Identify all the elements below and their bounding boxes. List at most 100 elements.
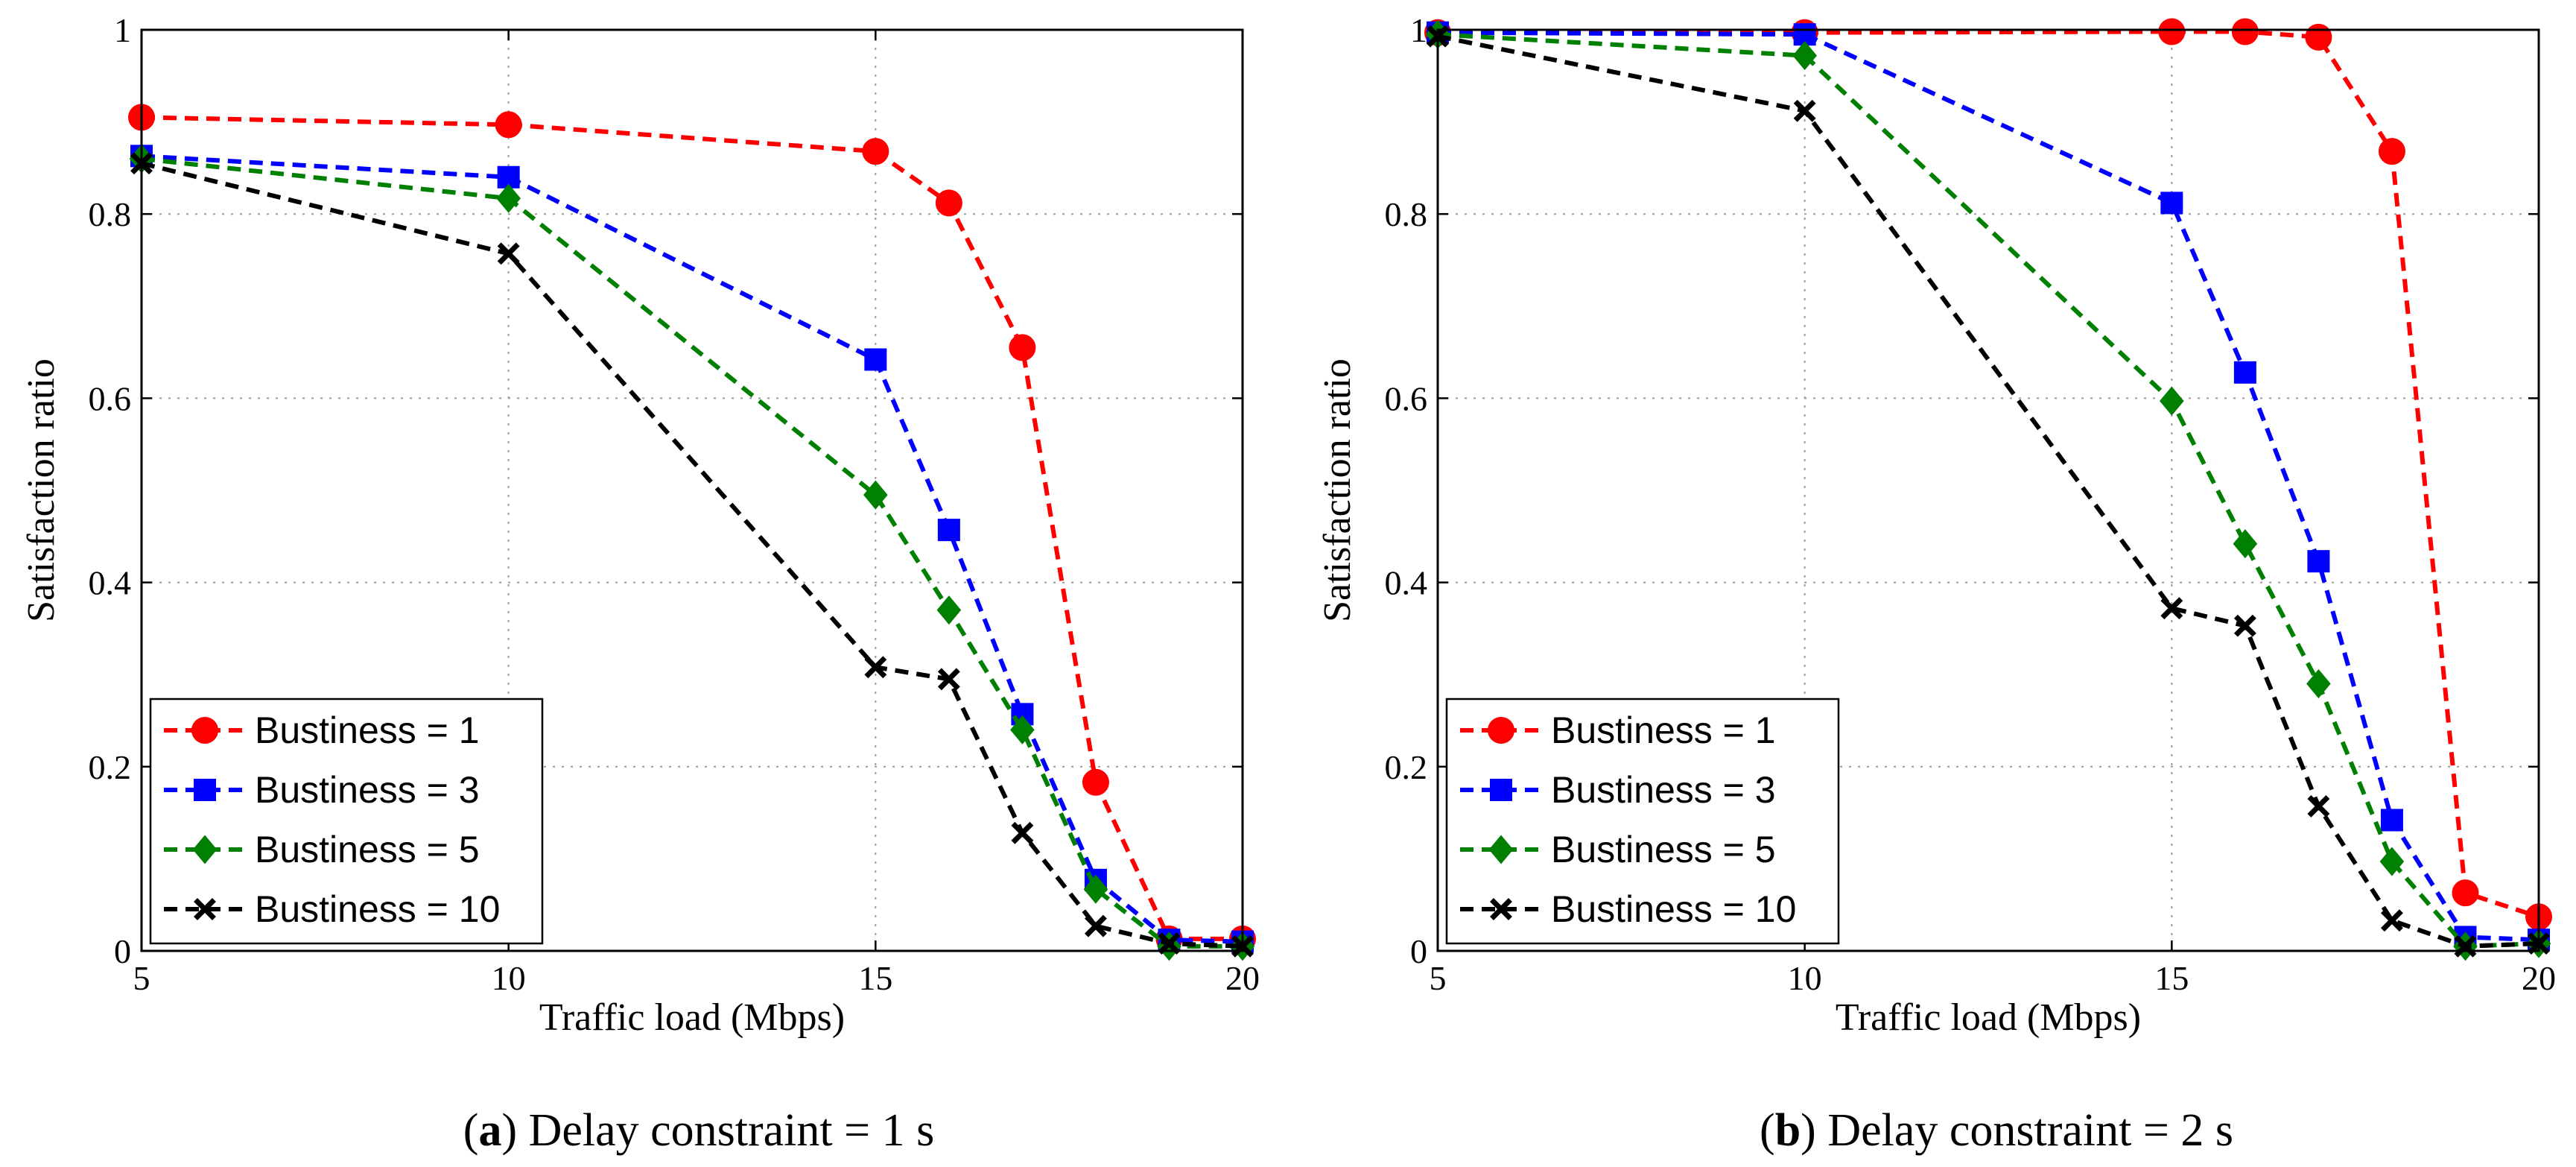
caption-paren: ( [1760, 1105, 1775, 1156]
caption-text: Delay constraint = 1 s [529, 1105, 935, 1156]
y-tick-label: 0.2 [89, 748, 132, 786]
data-point [862, 138, 889, 165]
series-line [141, 156, 1243, 949]
legend-label: Bustiness = 5 [255, 829, 480, 870]
x-tick-label: 5 [133, 959, 150, 997]
x-tick-label: 20 [2522, 959, 2556, 997]
data-point [2379, 847, 2405, 876]
legend-marker [1488, 835, 1514, 864]
legend-label: Bustiness = 1 [1551, 709, 1776, 751]
data-point [2158, 18, 2186, 45]
legend-label: Bustiness = 5 [1551, 829, 1776, 870]
caption-tag: b [1775, 1105, 1801, 1156]
data-point [1084, 914, 1107, 937]
axes-frame [1436, 28, 2540, 952]
data-point [2307, 550, 2330, 573]
series-line [141, 154, 1243, 944]
data-point [2307, 795, 2330, 817]
data-point [935, 189, 962, 217]
legend-label: Bustiness = 10 [1551, 888, 1796, 930]
x-tick-label: 10 [492, 959, 526, 997]
legend-box [149, 698, 544, 945]
data-point [2378, 138, 2405, 165]
data-point [936, 595, 962, 625]
legend-label: Bustiness = 1 [255, 709, 480, 751]
legend-marker [1490, 779, 1512, 801]
data-point [1082, 768, 1109, 796]
legend-label: Bustiness = 3 [255, 769, 480, 811]
data-point [1009, 334, 1036, 361]
data-point [2380, 809, 2403, 832]
y-tick-label: 0.8 [1385, 195, 1428, 233]
data-point [864, 348, 887, 371]
series-line [1437, 30, 2539, 943]
data-point [863, 480, 888, 510]
data-point [1158, 932, 1181, 955]
data-point [1792, 41, 1817, 71]
x-tick-label: 5 [1430, 959, 1447, 997]
data-point [497, 242, 520, 265]
y-tick-label: 0.6 [1385, 379, 1428, 417]
x-tick-label: 15 [858, 959, 892, 997]
y-tick-label: 0.6 [89, 379, 132, 417]
data-point [864, 656, 887, 679]
data-point [2306, 668, 2331, 699]
data-point [2233, 361, 2256, 384]
legend-label: Bustiness = 10 [255, 888, 500, 930]
series-line [1437, 32, 2539, 949]
data-point [496, 183, 521, 213]
x-axis-label: Traffic load (Mbps) [1836, 996, 2141, 1039]
legend-label: Bustiness = 3 [1551, 769, 1776, 811]
caption-tag: a [478, 1105, 501, 1156]
data-point [495, 111, 522, 139]
series-line [141, 161, 1243, 949]
y-tick-label: 0 [1410, 932, 1427, 970]
y-tick-label: 1 [114, 11, 131, 49]
x-tick-label: 20 [1225, 959, 1260, 997]
data-point [1793, 99, 1816, 122]
data-point [2380, 909, 2403, 932]
y-tick-label: 0.8 [89, 195, 132, 233]
y-tick-label: 0 [114, 932, 131, 970]
y-tick-label: 0.4 [1385, 564, 1428, 602]
data-point [2160, 386, 2184, 416]
x-axis-label: Traffic load (Mbps) [539, 996, 845, 1039]
y-tick-label: 0.2 [1385, 748, 1428, 786]
data-point [2452, 879, 2479, 907]
data-point [2160, 597, 2183, 620]
caption-paren: ) [501, 1105, 528, 1156]
series-line [1437, 34, 2539, 949]
y-axis-label: Satisfaction ratio [20, 358, 63, 622]
data-point [2233, 529, 2258, 559]
legend-marker [1488, 717, 1514, 744]
axes-frame [140, 28, 1244, 952]
y-tick-label: 0.4 [89, 564, 132, 602]
caption: (a) Delay constraint = 1 s [463, 1105, 934, 1156]
legend: Bustiness = 1 Bustiness = 3 Bustiness = 5 B… [149, 698, 544, 945]
legend-marker [192, 835, 218, 864]
data-point [1011, 821, 1034, 844]
x-tick-label: 15 [2154, 959, 2189, 997]
legend: Bustiness = 1 Bustiness = 3 Bustiness = 5 B… [1445, 698, 1840, 945]
legend-marker [191, 717, 218, 744]
y-axis-label: Satisfaction ratio [1316, 358, 1359, 622]
series-4 [1427, 25, 2550, 958]
legend-marker [1490, 898, 1512, 920]
data-point [2233, 614, 2256, 637]
data-point [2231, 18, 2259, 45]
caption-text: Delay constraint = 2 s [1827, 1105, 2233, 1156]
data-point [2305, 23, 2332, 51]
x-tick-label: 10 [1788, 959, 1822, 997]
legend-marker [194, 779, 216, 801]
data-point [2160, 192, 2183, 215]
caption: (b) Delay constraint = 2 s [1760, 1105, 2233, 1156]
legend-box [1445, 698, 1840, 945]
data-point [1793, 23, 1816, 46]
data-point [1010, 715, 1035, 744]
series-line [1438, 29, 2539, 920]
y-tick-label: 1 [1410, 11, 1427, 49]
legend-marker [194, 898, 216, 920]
